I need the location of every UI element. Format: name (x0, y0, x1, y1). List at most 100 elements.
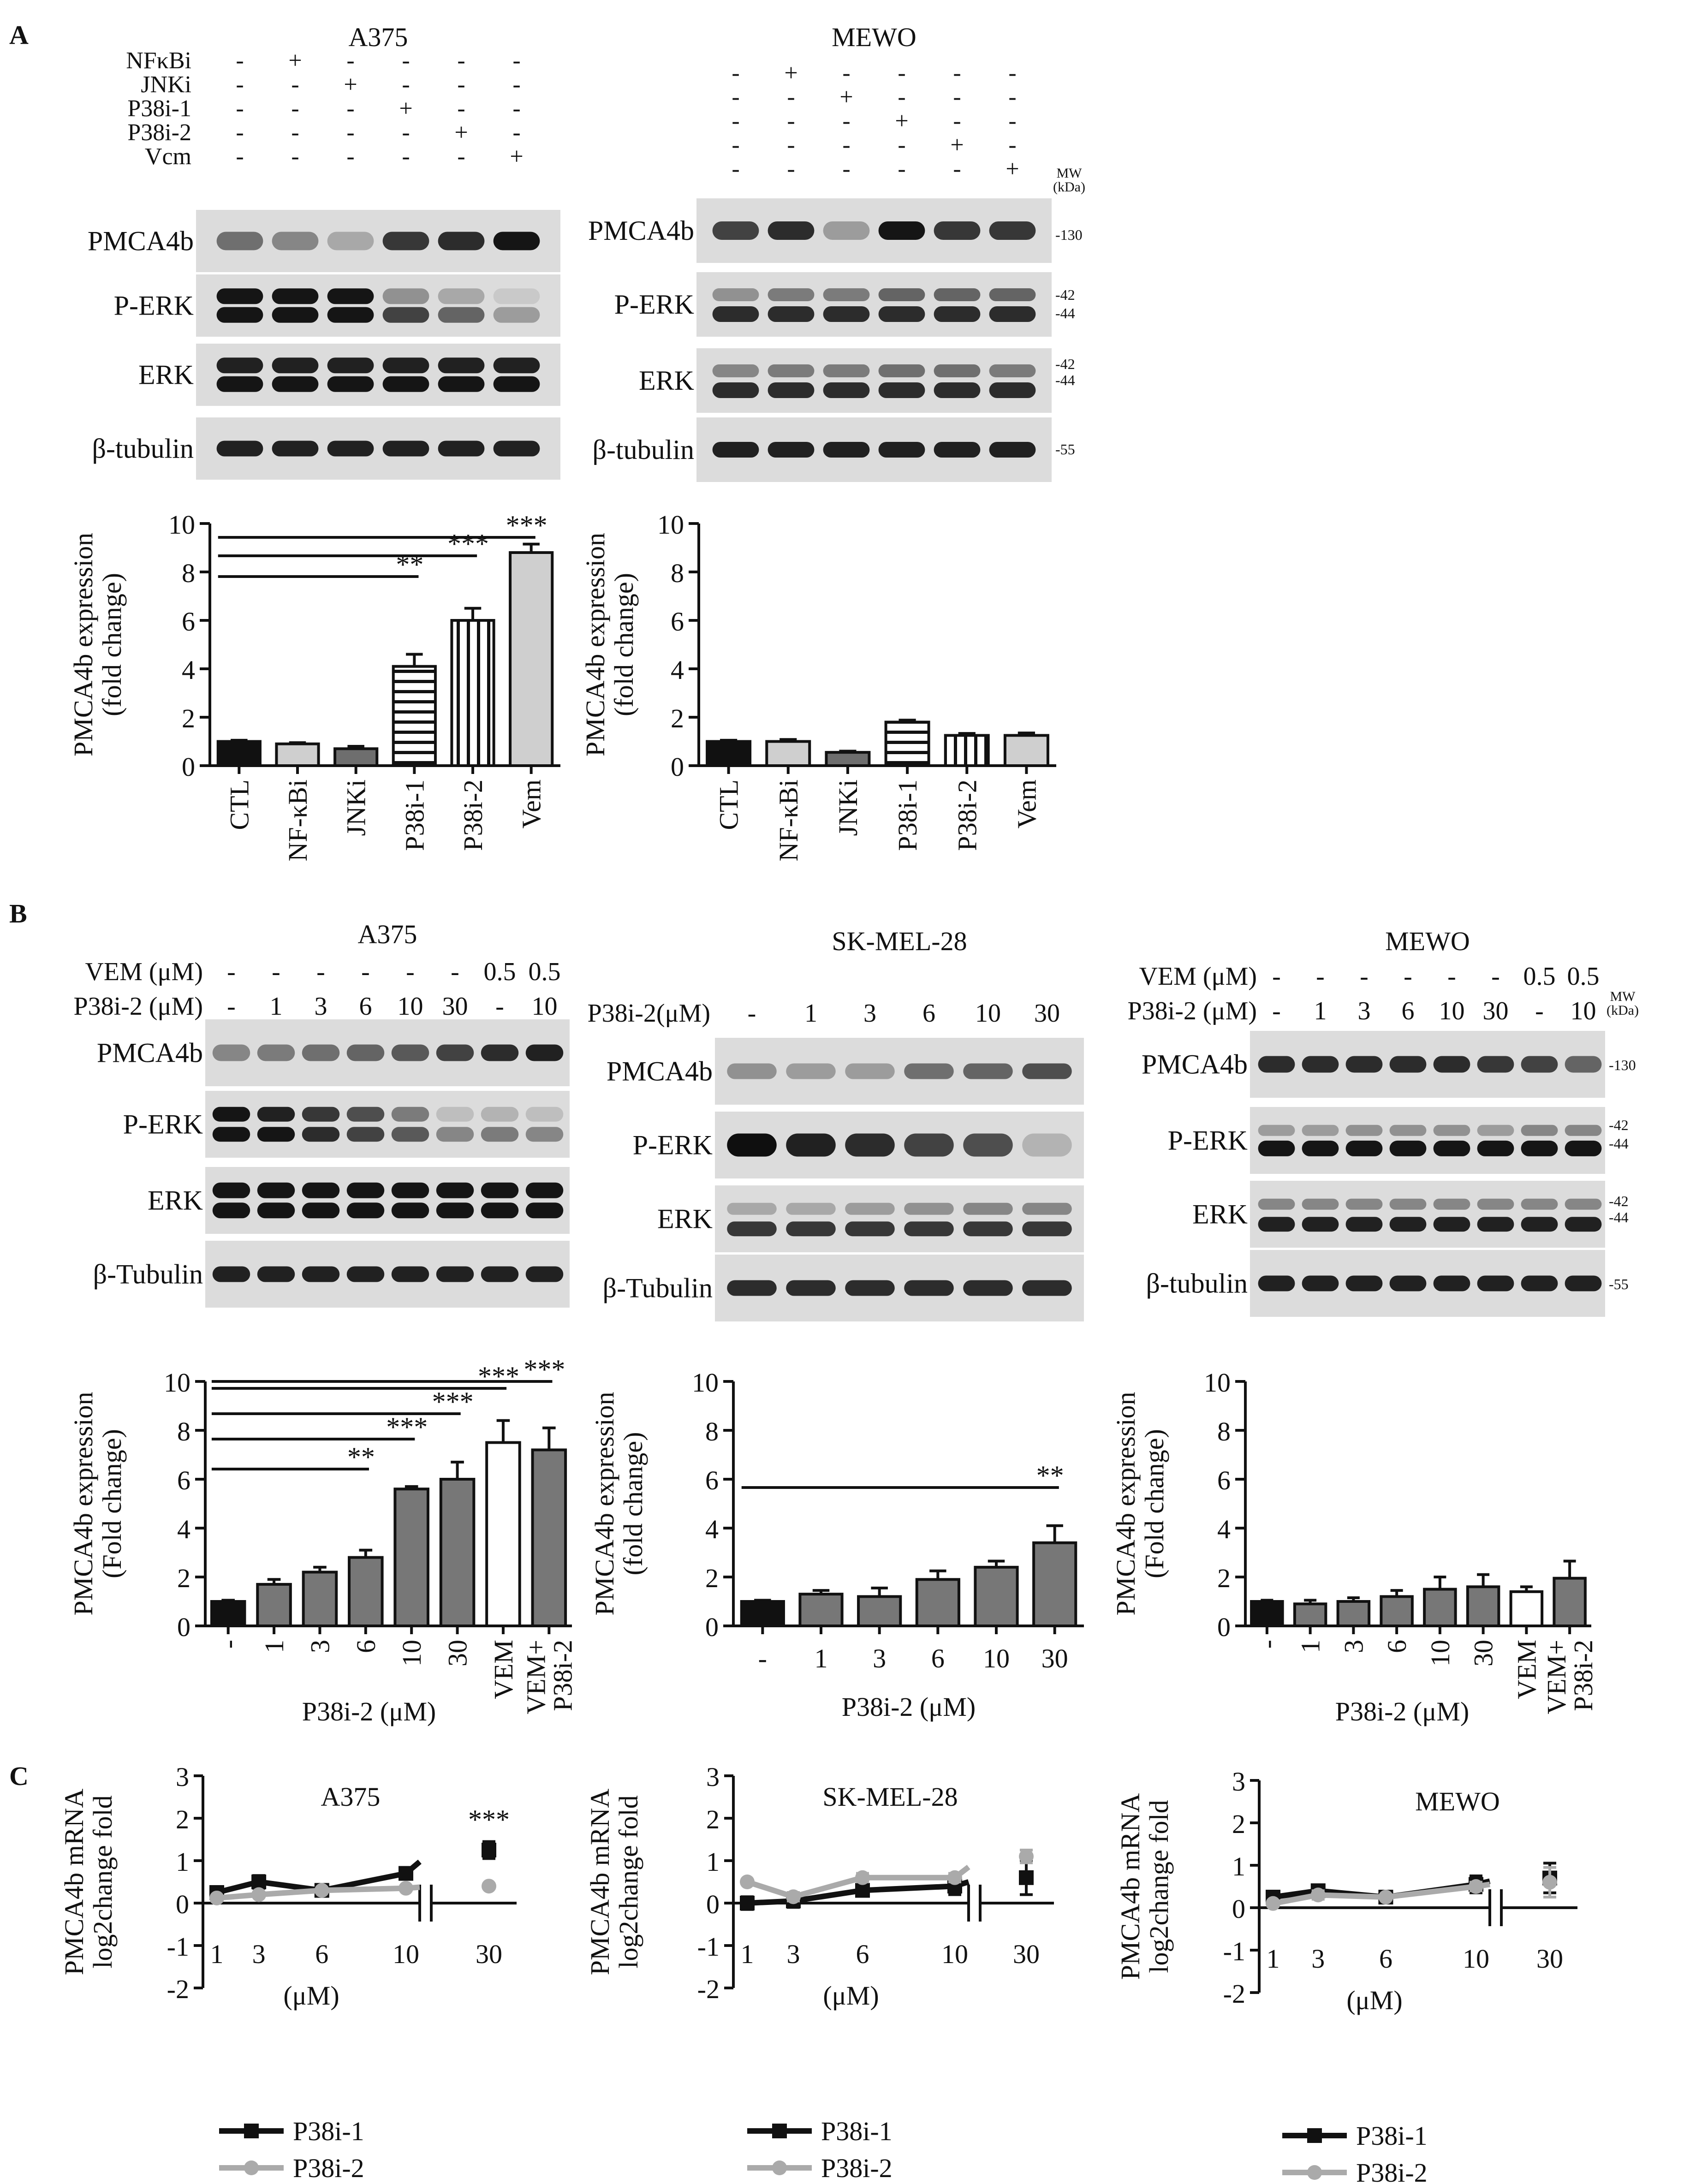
blot-band (302, 1127, 340, 1142)
significance-label: *** (386, 1412, 428, 1442)
blot-band (1389, 1198, 1427, 1210)
mw-header: MW (1610, 989, 1636, 1004)
blot-row-label: PMCA4b (588, 215, 694, 246)
legend-marker (772, 2124, 787, 2138)
bar (857, 1595, 902, 1627)
y-tick-label: 3 (706, 1762, 720, 1792)
bar (485, 1441, 521, 1627)
y-tick-label: 2 (1217, 1563, 1231, 1593)
blot-band (1345, 1140, 1383, 1156)
blot-band (1433, 1198, 1470, 1210)
blot-band (1433, 1217, 1470, 1232)
treatment-mark: + (895, 108, 908, 134)
blot-band (382, 376, 429, 392)
blot-band (904, 1221, 954, 1237)
blot-band (212, 1266, 250, 1282)
blot-band (1521, 1217, 1558, 1232)
blot-strip (1250, 1181, 1605, 1248)
treatment-mark: + (839, 84, 853, 110)
y-tick-label: 3 (1232, 1767, 1245, 1797)
blot-band (1477, 1056, 1514, 1073)
blot-band (216, 357, 263, 374)
x-tick-label: CTL (224, 780, 254, 830)
blot-band (391, 1202, 429, 1219)
data-point (855, 1883, 870, 1898)
treatment-mark: + (344, 71, 357, 98)
x-tick-label: 6 (856, 1939, 869, 1969)
treatment-mark: - (1491, 962, 1500, 991)
blot-band (845, 1133, 895, 1157)
x-tick-label: JNKi (833, 780, 863, 836)
treatment-mark: + (454, 119, 468, 146)
y-tick-label: 8 (182, 558, 195, 588)
y-tick-label: -2 (697, 1974, 720, 2004)
y-tick-label: 6 (671, 607, 684, 637)
treatment-mark: - (236, 95, 244, 122)
blot-band (768, 306, 815, 322)
blot-band (391, 1127, 429, 1142)
treatment-mark: - (346, 95, 354, 122)
x-tick-label: VEM (488, 1640, 518, 1699)
treatment-mark: - (953, 156, 961, 182)
blot-band (302, 1044, 340, 1061)
y-tick-label: 8 (671, 558, 684, 588)
mw-marker: -42 (1055, 356, 1075, 372)
legend-label: P38i-1 (293, 2116, 364, 2146)
blot-row-label: ERK (138, 360, 194, 390)
treatment-mark: - (495, 992, 504, 1021)
bar (1380, 1595, 1414, 1627)
significance-label: *** (478, 1361, 519, 1392)
x-axis-label: P38i-2 (μM) (302, 1696, 436, 1726)
x-tick-label: P38i-1 (399, 780, 429, 851)
bar (1466, 1585, 1500, 1627)
bar-chart-A2: 0 2 4 6 8 10 CTL NF-κBi JNKi P38i-1 P38i-2 Vem PMCA4… (580, 510, 1056, 861)
y-tick-label: 0 (177, 1612, 190, 1642)
blot-band (257, 1044, 295, 1061)
blot-band (1258, 1217, 1295, 1232)
blot-band (493, 357, 540, 374)
treatment-mark: 0.5 (484, 958, 516, 986)
bar (1003, 734, 1049, 767)
blot-band (212, 1107, 250, 1122)
mw-marker: -55 (1055, 441, 1075, 458)
bar (706, 740, 752, 767)
data-point (399, 1866, 413, 1881)
blot-row-label: P-ERK (123, 1109, 203, 1140)
y-axis-label: PMCA4b expression (68, 1392, 98, 1616)
bar (275, 742, 320, 767)
blot-band (1389, 1217, 1427, 1232)
x-tick-label: VEM+ (1541, 1640, 1571, 1714)
treatment-mark: - (291, 143, 299, 170)
treatment-mark: 10 (1439, 997, 1465, 1025)
y-tick-label: 4 (182, 655, 195, 685)
treatment-mark: - (272, 958, 280, 986)
x-tick-label: 30 (1536, 1944, 1563, 1974)
treatment-mark: - (346, 48, 354, 74)
blot-strip (1250, 1107, 1605, 1174)
blot-band (302, 1266, 340, 1282)
y-tick-label: 1 (176, 1847, 189, 1877)
data-point (314, 1883, 329, 1898)
blot-band (712, 288, 759, 301)
blot-band (786, 1202, 836, 1215)
blot-band (1022, 1133, 1072, 1157)
treatment-label: P38i-2(μM) (588, 999, 710, 1028)
blot-band (727, 1202, 777, 1215)
treatment-mark: - (316, 958, 325, 986)
blot-band (1433, 1125, 1470, 1136)
bar (450, 619, 495, 767)
blot-band (346, 1182, 385, 1198)
blot-band (327, 232, 374, 250)
treatment-mark: 1 (270, 992, 283, 1021)
treatment-mark: - (512, 71, 520, 98)
x-tick-label: 3 (1339, 1640, 1369, 1653)
x-tick-label: NF-κBi (774, 780, 803, 861)
blot-band (1389, 1275, 1427, 1291)
x-tick-label: 3 (873, 1643, 886, 1673)
blot-band (438, 307, 485, 323)
treatment-mark: - (732, 108, 739, 134)
series-line (746, 1875, 955, 1900)
